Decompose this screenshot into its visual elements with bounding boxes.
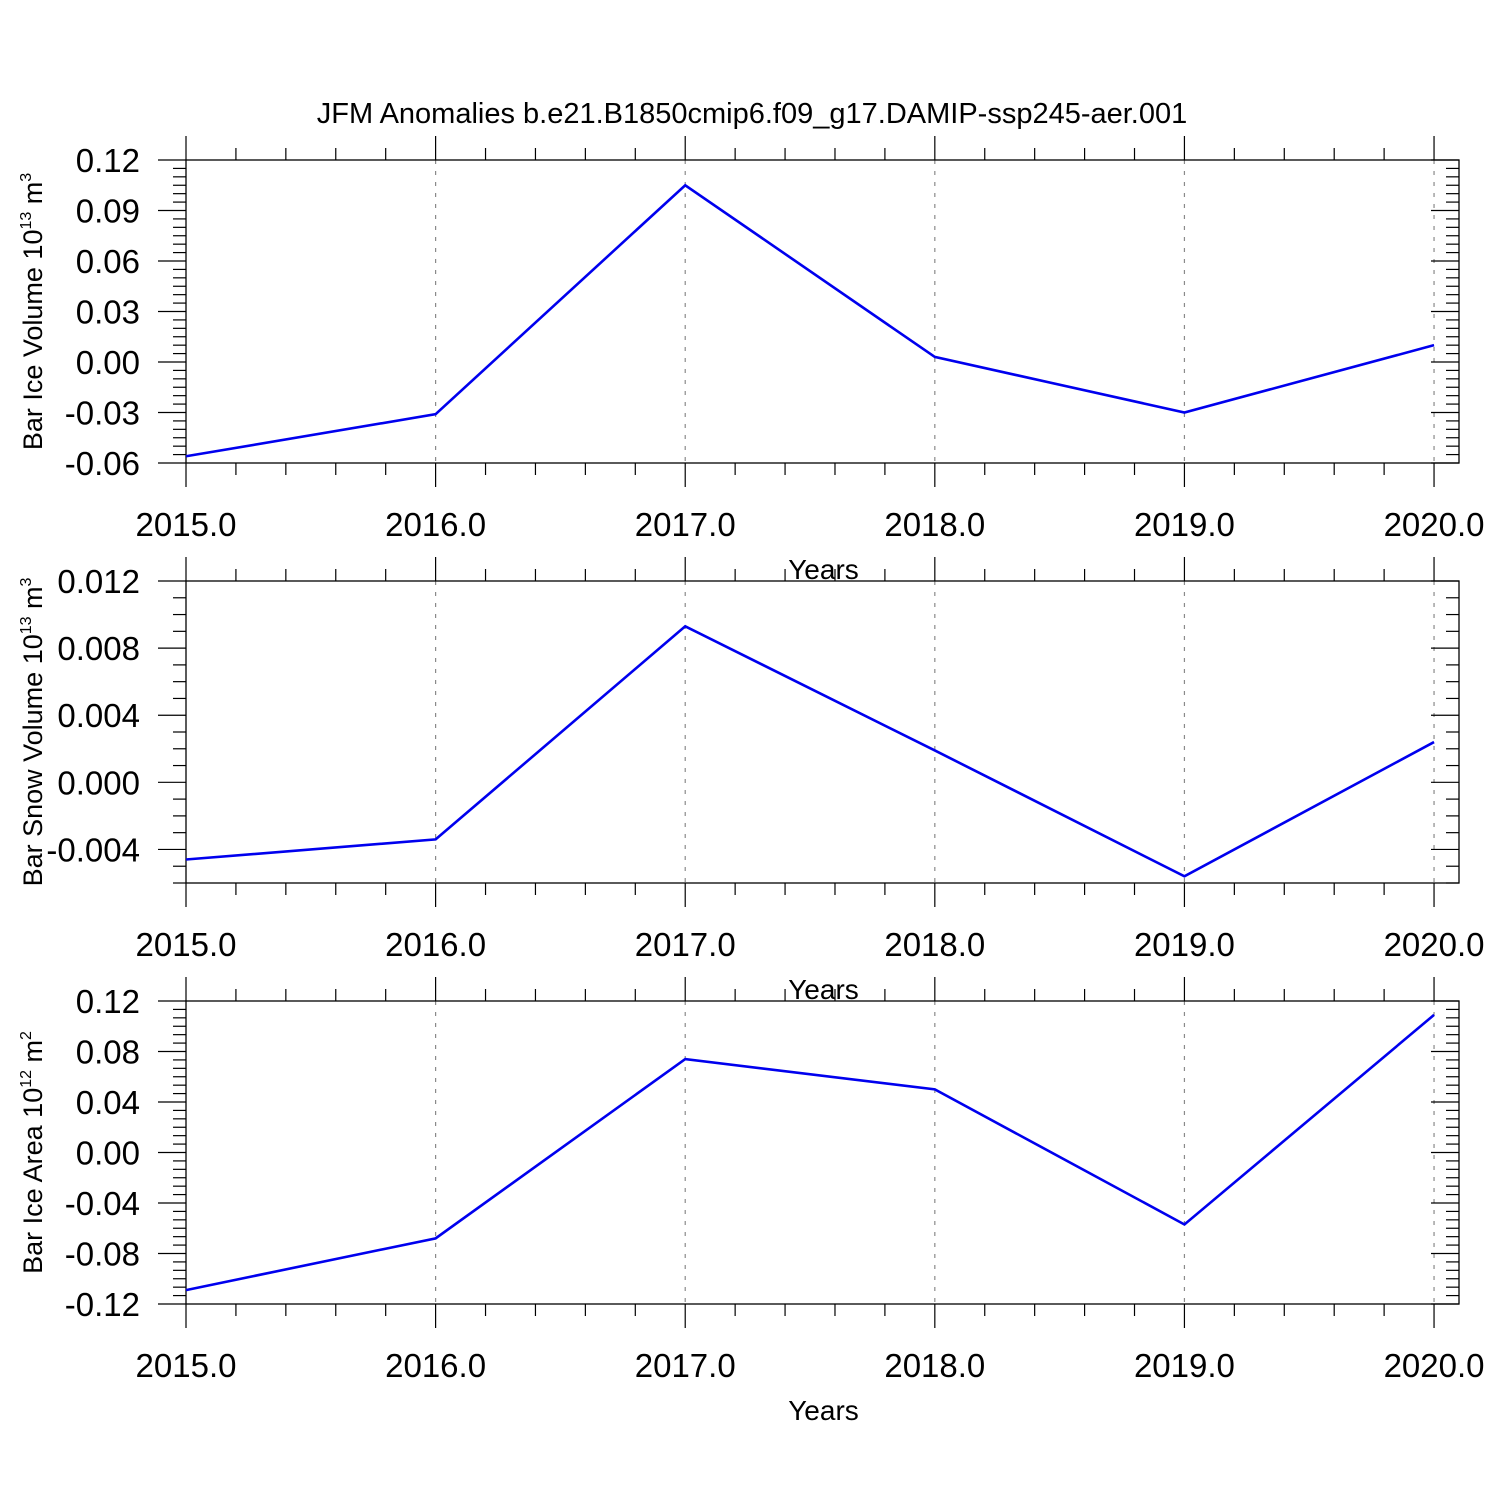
y-axis-title-exponent: 13 [18,212,35,230]
y-tick-label: 0.03 [76,294,140,331]
x-tick-label: 2020.0 [1384,506,1485,543]
chart-panel-3: 2015.0 2016.0 2017.0 2018.0 2019.0 2020.0 Year… [18,977,1485,1426]
chart-panel-1: 2015.0 2016.0 2017.0 2018.0 2019.0 2020.0 Year… [18,136,1485,585]
y-tick-label: 0.00 [76,1135,140,1172]
y-axis-title-unit-exponent: 2 [18,1031,35,1040]
y-tick-label: 0.008 [57,630,140,667]
y-axis-title-exponent: 13 [18,616,35,634]
y-axis-title-unit: m [18,586,48,616]
series-line-1 [185,624,1435,878]
x-tick-label: 2017.0 [635,1347,736,1384]
x-tick-label: 2020.0 [1384,926,1485,963]
x-tick-label: 2019.0 [1134,506,1235,543]
y-axis-title: Bar Ice Volume 1013 m3 [18,173,48,450]
y-axis-title-unit-exponent: 3 [18,577,35,586]
y-tick-label: -0.12 [65,1286,140,1323]
x-tick-label: 2019.0 [1134,926,1235,963]
y-axis-title-text: Bar Ice Volume 10 [18,230,48,451]
y-tick-label: 0.12 [76,142,140,179]
y-tick-label: 0.012 [57,563,140,600]
x-tick-label: 2017.0 [635,506,736,543]
y-tick-label: -0.004 [46,831,140,868]
series-line-1 [185,183,1435,458]
y-tick-label: 0.004 [57,697,140,734]
x-axis-title: Years [788,1395,859,1426]
chart-panel-2: 2015.0 2016.0 2017.0 2018.0 2019.0 2020.0 Year… [18,557,1485,1005]
x-tick-label: 2020.0 [1384,1347,1485,1384]
y-tick-label: 0.12 [76,983,140,1020]
y-tick-label: -0.04 [65,1185,140,1222]
y-axis-title: Bar Snow Volume 1013 m3 [18,577,48,886]
y-tick-label: 0.04 [76,1084,140,1121]
y-axis-title-text: Bar Snow Volume 10 [18,634,48,886]
series-line-1 [185,1013,1435,1292]
y-tick-label: -0.08 [65,1236,140,1273]
x-tick-label: 2016.0 [385,1347,486,1384]
x-tick-label: 2017.0 [635,926,736,963]
x-axis-title: Years [788,974,859,1005]
x-axis-title: Years [788,554,859,585]
y-axis-title-unit: m [18,182,48,212]
x-tick-label: 2016.0 [385,926,486,963]
y-tick-label: 0.09 [76,193,140,230]
x-tick-label: 2018.0 [884,1347,985,1384]
y-tick-label: 0.000 [57,764,140,801]
y-tick-label: -0.06 [65,445,140,482]
x-tick-label: 2015.0 [136,506,237,543]
x-tick-label: 2019.0 [1134,1347,1235,1384]
y-axis-title-text: Bar Ice Area 10 [18,1088,48,1274]
y-tick-label: -0.03 [65,395,140,432]
y-tick-label: 0.00 [76,344,140,381]
x-tick-label: 2015.0 [136,926,237,963]
x-tick-label: 2016.0 [385,506,486,543]
y-tick-label: 0.06 [76,243,140,280]
y-axis-title-unit-exponent: 3 [18,173,35,182]
x-tick-label: 2018.0 [884,506,985,543]
chart-panels: 2015.0 2016.0 2017.0 2018.0 2019.0 2020.0 Year… [18,136,1485,1426]
y-tick-label: 0.08 [76,1034,140,1071]
y-axis-title-exponent: 12 [18,1070,35,1088]
x-tick-label: 2015.0 [136,1347,237,1384]
y-axis-title: Bar Ice Area 1012 m2 [18,1031,48,1274]
x-tick-label: 2018.0 [884,926,985,963]
figure-title: JFM Anomalies b.e21.B1850cmip6.f09_g17.D… [317,98,1188,130]
y-axis-title-unit: m [18,1040,48,1070]
